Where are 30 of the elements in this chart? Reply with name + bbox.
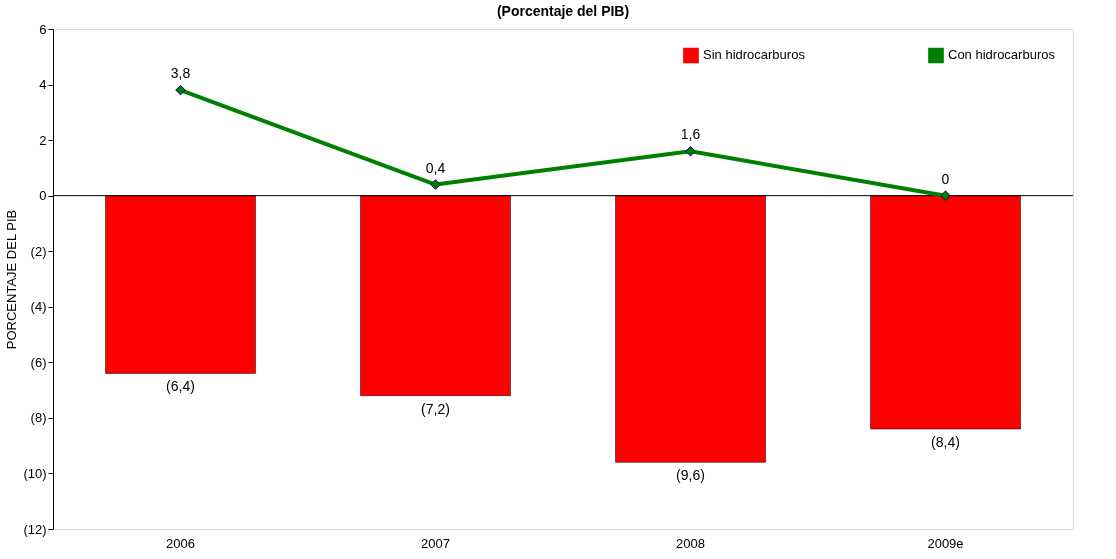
legend-label: Sin hidrocarburos [703, 47, 806, 63]
y-tick-label: (10) [23, 465, 47, 481]
data-label: 3,8 [170, 65, 191, 82]
y-tick-label: 6 [39, 21, 47, 37]
x-tick-label: 2009e [927, 535, 964, 551]
point [430, 179, 441, 190]
y-tick-label: 4 [39, 77, 47, 93]
data-label: 0 [941, 170, 950, 187]
data-label: (6,4) [166, 378, 195, 395]
y-tick-label: (12) [23, 521, 47, 537]
y-tick-label: (8) [30, 410, 47, 426]
x-tick-label: 2007 [421, 535, 450, 551]
y-tick-label: 2 [39, 132, 47, 148]
data-label: 0,4 [425, 159, 446, 176]
data-label: (7,2) [421, 400, 450, 417]
x-tick-label: 2006 [166, 535, 195, 551]
y-tick-label: 0 [39, 188, 47, 204]
y-tick-label: (4) [30, 299, 47, 315]
y-axis-title: PORCENTAJE DEL PIB [4, 209, 20, 350]
x-tick-label: 2008 [676, 535, 705, 551]
y-tick-label: (2) [30, 243, 47, 259]
legend-label: Con hidrocarburos [948, 47, 1056, 63]
point [175, 84, 186, 96]
y-tick-label: (6) [30, 354, 47, 370]
data-label: (9,6) [676, 467, 705, 484]
chart-title: (Porcentaje del PIB) [496, 3, 630, 19]
point [685, 145, 696, 157]
data-label: 1,6 [680, 126, 701, 143]
data-label: (8,4) [931, 434, 960, 450]
point [940, 190, 951, 201]
